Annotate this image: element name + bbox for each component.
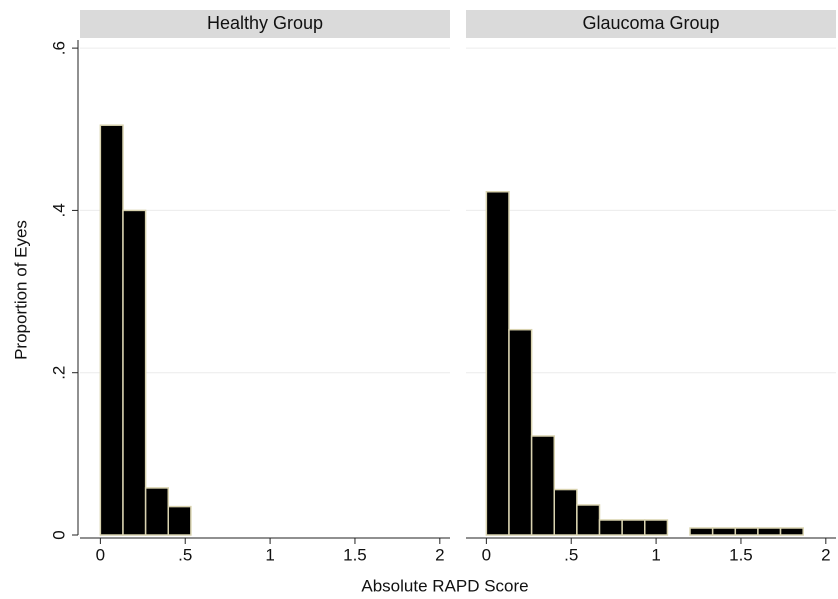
x-tick-label: .5 <box>178 545 192 564</box>
x-axis-label: Absolute RAPD Score <box>361 576 528 595</box>
bar <box>576 504 601 536</box>
x-tick-label: 2 <box>821 545 830 564</box>
bar <box>621 519 646 536</box>
bar <box>508 328 533 536</box>
x-tick-label: 2 <box>435 545 444 564</box>
panel-header <box>80 10 450 38</box>
bar <box>598 519 623 536</box>
bar <box>689 527 714 536</box>
x-tick-label: 0 <box>482 545 491 564</box>
bar <box>711 527 737 536</box>
panel-title: Glaucoma Group <box>582 13 719 33</box>
bar <box>734 527 759 536</box>
x-tick-label: 1 <box>651 545 660 564</box>
y-axis-label: Proportion of Eyes <box>11 220 30 360</box>
x-tick-label: 1.5 <box>343 545 367 564</box>
y-tick-label: .6 <box>49 41 68 55</box>
x-tick-label: 0 <box>96 545 105 564</box>
bar <box>779 527 804 536</box>
y-tick-label: .2 <box>49 366 68 380</box>
bar <box>757 527 782 536</box>
x-tick-label: 1.5 <box>729 545 753 564</box>
panel-title: Healthy Group <box>207 13 323 33</box>
bar <box>167 505 192 536</box>
bar <box>553 488 578 536</box>
x-tick-label: .5 <box>564 545 578 564</box>
bar <box>644 519 669 536</box>
bar <box>122 209 147 536</box>
x-tick-label: 1 <box>265 545 274 564</box>
panel-header <box>466 10 836 38</box>
bar <box>144 487 170 536</box>
bar <box>485 190 510 536</box>
y-tick-label: 0 <box>49 530 68 539</box>
bar <box>530 435 556 536</box>
y-tick-label: .4 <box>49 203 68 217</box>
bar <box>99 124 124 536</box>
